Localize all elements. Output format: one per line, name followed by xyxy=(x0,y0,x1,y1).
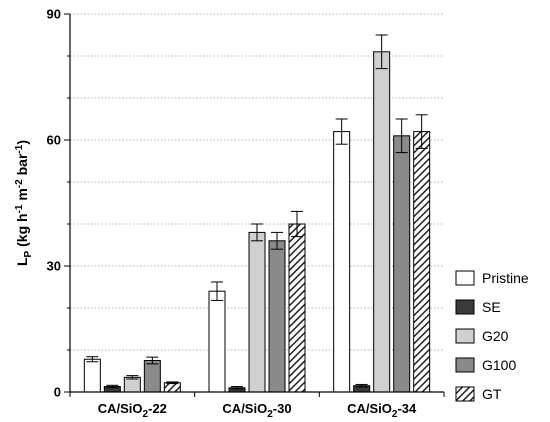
bar-g20 xyxy=(373,51,391,393)
legend-label-g100: G100 xyxy=(482,357,516,373)
bar-pristine xyxy=(208,290,226,393)
y-tick-label: 30 xyxy=(47,259,61,274)
bar-gt xyxy=(163,382,181,393)
y-tick-label: 60 xyxy=(47,133,61,148)
bar-g20 xyxy=(248,231,266,393)
y-axis-label: LP (kg h-1 m-2 bar-1) xyxy=(14,140,34,266)
legend-label-gt: GT xyxy=(482,386,502,402)
bar-gt xyxy=(413,131,431,393)
legend-label-se: SE xyxy=(482,299,501,315)
x-tick-label: CA/SiO2-22 xyxy=(98,401,167,420)
x-tick-label: CA/SiO2-30 xyxy=(222,401,291,420)
y-tick-label: 0 xyxy=(54,385,61,400)
legend: Pristine SE G20 G100 GT xyxy=(455,270,529,402)
legend-label-pristine: Pristine xyxy=(482,270,529,286)
bar-g20 xyxy=(123,376,141,393)
bar-g100 xyxy=(143,360,161,393)
y-tick-label: 90 xyxy=(47,7,61,22)
legend-swatch-se xyxy=(455,299,475,315)
axes: 0 30 60 90 CA/SiO2-22 CA/SiO2-30 CA/SiO2-34 xyxy=(47,7,445,420)
legend-swatch-pristine xyxy=(455,270,475,286)
bar-pristine xyxy=(333,131,351,393)
x-tick-label: CA/SiO2-34 xyxy=(347,401,417,420)
legend-swatch-gt xyxy=(455,386,475,402)
bar-pristine xyxy=(83,358,101,393)
bar-g100 xyxy=(393,135,411,393)
legend-swatch-g20 xyxy=(455,328,475,344)
bar-g100 xyxy=(268,240,286,393)
bar-gt xyxy=(288,223,306,393)
bars xyxy=(83,34,431,393)
legend-label-g20: G20 xyxy=(482,328,509,344)
legend-swatch-g100 xyxy=(455,357,475,373)
